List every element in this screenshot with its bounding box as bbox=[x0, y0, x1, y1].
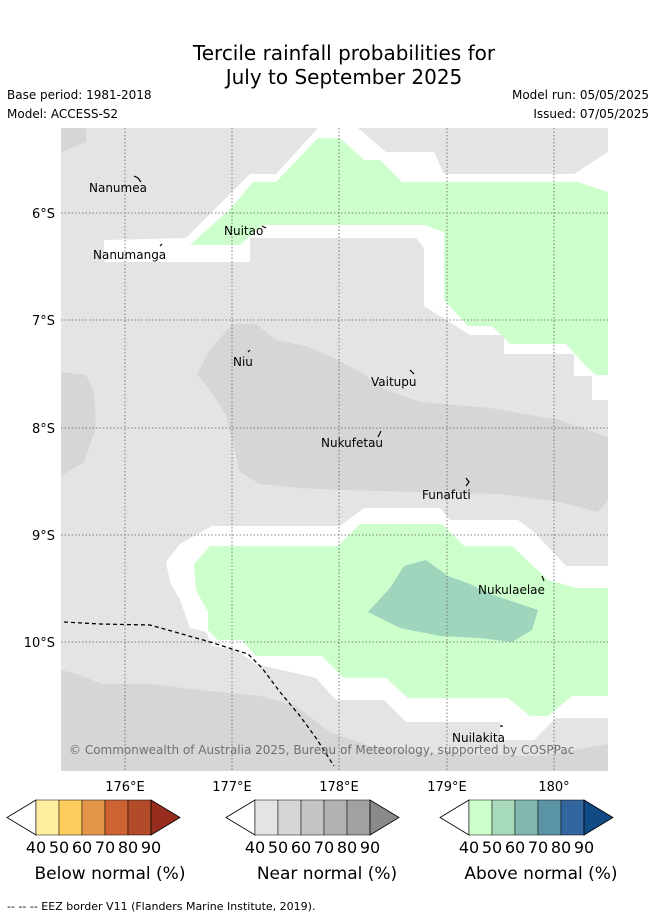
label-nukufetau: Nukufetau bbox=[321, 436, 383, 450]
colorbar-near-tick: 40 bbox=[245, 838, 265, 857]
colorbar-above-swatch bbox=[491, 799, 516, 836]
above-normal-50-patch bbox=[368, 560, 538, 642]
colorbar-near-tick: 70 bbox=[314, 838, 334, 857]
colorbar-above-label: Above normal (%) bbox=[464, 864, 618, 884]
label-nanumanga: Nanumanga bbox=[93, 248, 166, 262]
lat-tick-9s: 9°S bbox=[32, 529, 55, 544]
near-normal-west-patch bbox=[61, 372, 96, 476]
colorbar-below-high-arrow bbox=[150, 799, 181, 836]
colorbar-above: 40 50 60 70 80 90 bbox=[439, 799, 614, 857]
colorbar-near-tick: 50 bbox=[268, 838, 288, 857]
colorbar-group: 40 50 60 70 80 90 40 50 60 70 80 90 40 50 60 70 80 90 bbox=[6, 799, 614, 857]
colorbar-above-tick: 40 bbox=[459, 838, 479, 857]
colorbar-below-swatch bbox=[81, 799, 106, 836]
colorbar-below-swatch bbox=[104, 799, 129, 836]
colorbar-below-tick: 50 bbox=[49, 838, 69, 857]
colorbar-below-low-arrow bbox=[6, 799, 37, 836]
near-normal-nw-patch bbox=[61, 128, 86, 152]
label-nukulaelae: Nukulaelae bbox=[478, 583, 545, 597]
eez-footer-note: -- -- -- EEZ border V11 (Flanders Marine… bbox=[7, 900, 316, 913]
lat-tick-6s: 6°S bbox=[32, 207, 55, 222]
colorbar-below-swatch bbox=[127, 799, 152, 836]
colorbar-below-tick: 60 bbox=[72, 838, 92, 857]
colorbar-above-swatch bbox=[560, 799, 585, 836]
colorbar-below-label: Below normal (%) bbox=[34, 864, 186, 884]
colorbar-above-tick: 50 bbox=[482, 838, 502, 857]
issued-date: Issued: 07/05/2025 bbox=[533, 107, 649, 121]
colorbar-near-tick: 80 bbox=[337, 838, 357, 857]
lat-tick-8s: 8°S bbox=[32, 422, 55, 437]
colorbar-near: 40 50 60 70 80 90 bbox=[225, 799, 400, 857]
lon-tick-177e: 177°E bbox=[212, 780, 252, 795]
colorbar-near-high-arrow bbox=[369, 799, 400, 836]
colorbar-below-tick: 70 bbox=[95, 838, 115, 857]
colorbar-above-swatch bbox=[468, 799, 493, 836]
lat-tick-7s: 7°S bbox=[32, 314, 55, 329]
colorbar-near-label: Near normal (%) bbox=[256, 864, 398, 884]
title-line-1: Tercile rainfall probabilities for bbox=[192, 41, 496, 65]
lon-ticks: 176°E 177°E 178°E 179°E 180° bbox=[105, 780, 569, 795]
lat-tick-10s: 10°S bbox=[24, 636, 55, 651]
colorbar-near-tick: 60 bbox=[291, 838, 311, 857]
lon-tick-176e: 176°E bbox=[105, 780, 145, 795]
colorbar-above-swatch bbox=[514, 799, 539, 836]
above-normal-north-fill bbox=[190, 138, 608, 375]
colorbar-above-low-arrow bbox=[439, 799, 470, 836]
colorbar-near-swatch bbox=[277, 799, 302, 836]
near-normal-50-band bbox=[197, 324, 608, 512]
label-nanumea: Nanumea bbox=[89, 181, 147, 195]
lon-tick-178e: 178°E bbox=[319, 780, 359, 795]
colorbar-above-swatch bbox=[537, 799, 562, 836]
colorbar-near-swatch bbox=[346, 799, 371, 836]
label-funafuti: Funafuti bbox=[422, 488, 471, 502]
label-nuilakita: Nuilakita bbox=[452, 731, 505, 745]
near-normal-south-band bbox=[61, 670, 608, 771]
colorbar-below-swatch bbox=[35, 799, 60, 836]
base-period: Base period: 1981-2018 bbox=[7, 88, 152, 102]
island-shapes bbox=[133, 175, 545, 727]
title-line-2: July to September 2025 bbox=[225, 65, 463, 89]
colorbar-near-tick: 90 bbox=[360, 838, 380, 857]
colorbar-below-tick: 40 bbox=[26, 838, 46, 857]
place-labels: Nanumea Nuitao Nanumanga Niu Vaitupu Nuk… bbox=[89, 181, 545, 745]
lat-ticks: 6°S 7°S 8°S 9°S 10°S bbox=[24, 207, 55, 651]
model-run: Model run: 05/05/2025 bbox=[511, 88, 649, 102]
label-vaitupu: Vaitupu bbox=[371, 375, 417, 389]
colorbar-above-tick: 80 bbox=[551, 838, 571, 857]
lon-tick-179e: 179°E bbox=[427, 780, 467, 795]
colorbar-near-swatch bbox=[300, 799, 325, 836]
colorbar-below-tick: 90 bbox=[141, 838, 161, 857]
colorbar-near-low-arrow bbox=[225, 799, 256, 836]
colorbar-below-tick: 80 bbox=[118, 838, 138, 857]
colorbar-above-high-arrow bbox=[583, 799, 614, 836]
colorbar-above-tick: 60 bbox=[505, 838, 525, 857]
graticule bbox=[61, 128, 608, 771]
copyright-notice: © Commonwealth of Australia 2025, Bureau… bbox=[69, 743, 574, 757]
lon-tick-180: 180° bbox=[538, 780, 569, 795]
colorbar-below: 40 50 60 70 80 90 bbox=[6, 799, 181, 857]
colorbar-below-swatch bbox=[58, 799, 83, 836]
colorbar-above-tick: 70 bbox=[528, 838, 548, 857]
colorbar-near-swatch bbox=[254, 799, 279, 836]
colorbar-near-swatch bbox=[323, 799, 348, 836]
label-niu: Niu bbox=[233, 355, 253, 369]
model-name: Model: ACCESS-S2 bbox=[7, 107, 119, 121]
label-nuitao: Nuitao bbox=[224, 224, 263, 238]
colorbar-above-tick: 90 bbox=[574, 838, 594, 857]
